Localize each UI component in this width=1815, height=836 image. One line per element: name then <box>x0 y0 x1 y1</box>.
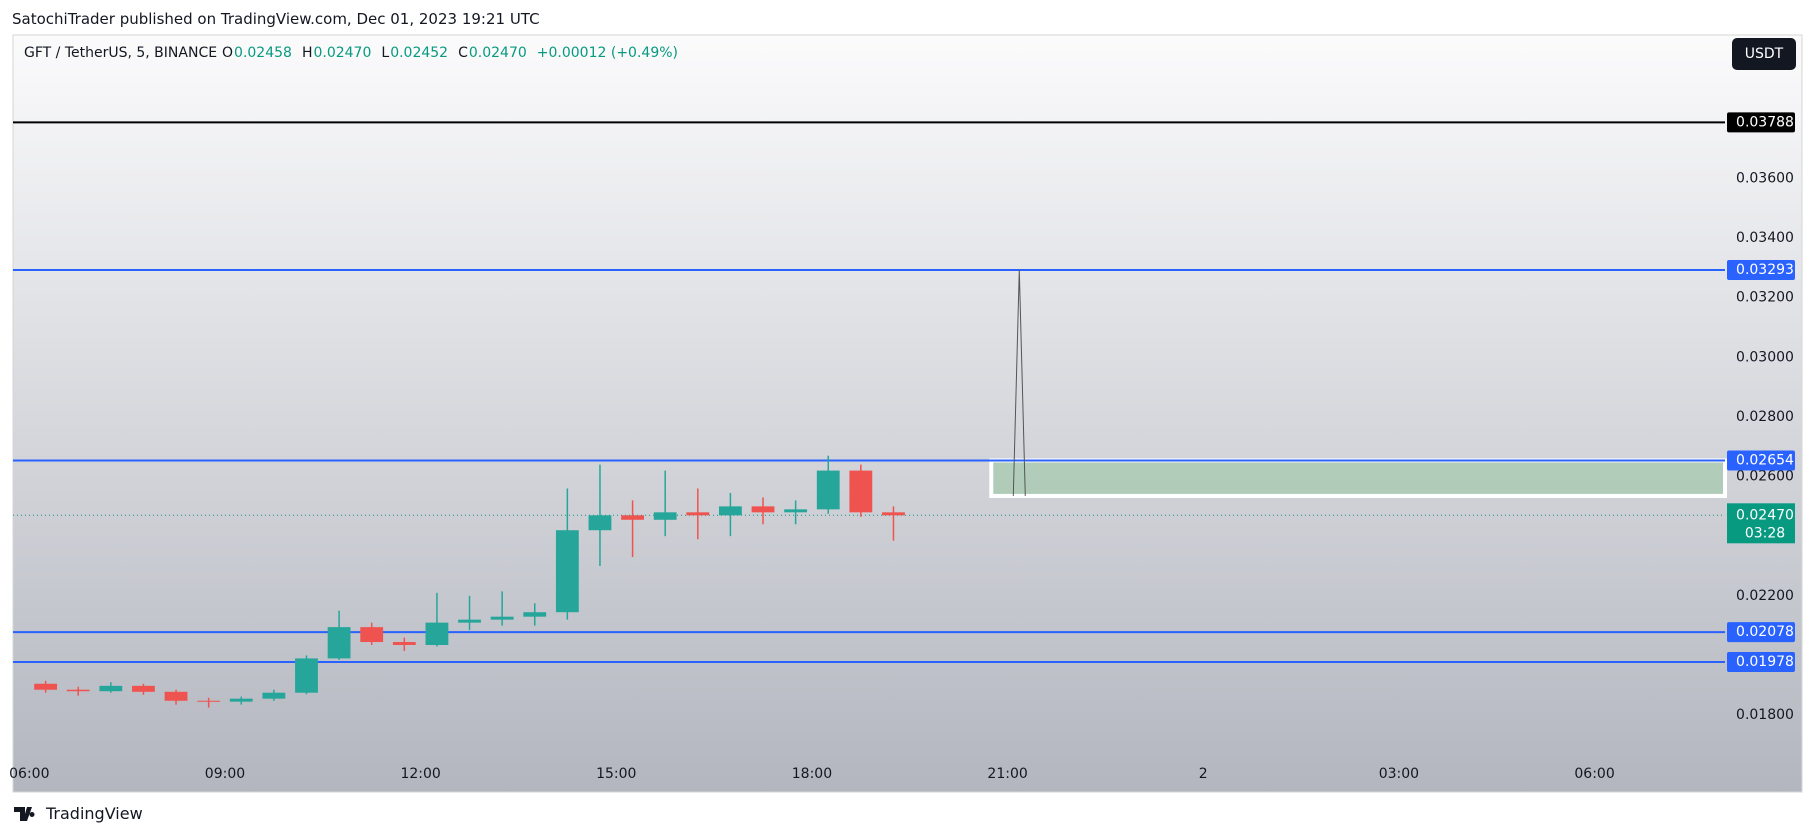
legend-o_key: O <box>222 45 233 61</box>
x-tick-label: 09:00 <box>205 766 245 782</box>
footer-brand: TradingView <box>46 804 143 823</box>
legend-o: 0.02458 <box>234 45 292 61</box>
candle-body <box>849 470 873 513</box>
candle-body <box>621 515 644 520</box>
level-label: 0.02654 <box>1736 452 1794 468</box>
candle-body <box>686 512 710 516</box>
candle-body <box>882 512 905 516</box>
candle-body <box>132 685 155 692</box>
candle-body <box>360 627 384 643</box>
level-label-box <box>1727 651 1795 672</box>
x-tick-label: 03:00 <box>1379 766 1419 782</box>
level-label-box <box>1727 112 1795 133</box>
legend-l_key: L <box>381 45 389 61</box>
candle-body <box>458 619 481 623</box>
level-label-box <box>1727 622 1795 643</box>
countdown: 03:28 <box>1745 525 1785 541</box>
y-tick-label: 0.03400 <box>1736 230 1794 246</box>
currency-label[interactable]: USDT <box>1745 46 1784 62</box>
level-label: 0.03293 <box>1736 262 1794 278</box>
current-price-box <box>1727 503 1795 544</box>
candle-body <box>718 506 742 516</box>
level-label: 0.01978 <box>1736 654 1794 670</box>
candle-body <box>164 691 188 701</box>
candle-body <box>295 658 318 693</box>
footer: TradingView <box>14 804 143 823</box>
legend-l: 0.02452 <box>390 45 448 61</box>
x-tick-label: 06:00 <box>1574 766 1614 782</box>
y-tick-label: 0.03600 <box>1736 170 1794 186</box>
y-tick-label: 0.03200 <box>1736 290 1794 306</box>
zone <box>989 458 1727 498</box>
legend-h_key: H <box>302 45 313 61</box>
candle-body <box>751 506 775 513</box>
candle-body <box>523 612 547 617</box>
y-tick-label: 0.02200 <box>1736 588 1794 604</box>
y-tick-label: 0.01800 <box>1736 707 1794 723</box>
candle-body <box>490 616 514 620</box>
candle-body <box>327 627 351 659</box>
legend-c: 0.02470 <box>469 45 527 61</box>
candle-body <box>262 692 286 699</box>
y-tick-label: 0.02800 <box>1736 409 1794 425</box>
x-tick-label: 15:00 <box>596 766 636 782</box>
legend-change: +0.00012 (+0.49%) <box>537 45 678 61</box>
pane <box>12 34 1803 793</box>
x-tick-label: 21:00 <box>987 766 1027 782</box>
candle-body <box>784 509 808 513</box>
level-label-box <box>1727 259 1795 280</box>
candle-body <box>555 530 579 613</box>
ohlc-legend: O 0.02458 H 0.02470 L 0.02452 C 0.02470 +0.00012… <box>222 45 678 61</box>
candle-body <box>99 685 123 692</box>
publisher-line: SatochiTrader published on TradingView.c… <box>12 10 540 28</box>
chart: GFT / TetherUS, 5, BINANCE O 0.02458 H 0.02… <box>9 34 1803 793</box>
candle-body <box>816 470 840 510</box>
level-label: 0.02078 <box>1736 624 1794 640</box>
level-label: 0.03788 <box>1736 114 1794 130</box>
x-tick-label: 12:00 <box>400 766 440 782</box>
candle-body <box>653 512 677 520</box>
legend-symbol: GFT / TetherUS, 5, BINANCE <box>24 45 217 61</box>
legend-c_key: C <box>458 45 468 61</box>
candle-body <box>392 642 416 646</box>
y-tick-label: 0.02600 <box>1736 469 1794 485</box>
y-tick-label: 0.03000 <box>1736 349 1794 365</box>
candle-body <box>34 683 58 690</box>
projection <box>1012 269 1026 496</box>
currency-button[interactable] <box>1732 38 1796 70</box>
logo <box>14 806 35 821</box>
candle-body <box>197 700 221 702</box>
candle-body <box>425 622 449 646</box>
x-tick-label: 2 <box>1199 766 1208 782</box>
candle-body <box>229 698 253 702</box>
current-price-label: 0.02470 <box>1736 507 1794 523</box>
legend-h: 0.02470 <box>313 45 371 61</box>
candle-body <box>588 515 612 531</box>
x-tick-label: 18:00 <box>792 766 832 782</box>
x-tick-label: 06:00 <box>9 766 49 782</box>
level-label-box <box>1727 450 1795 471</box>
candle-body <box>66 689 90 692</box>
